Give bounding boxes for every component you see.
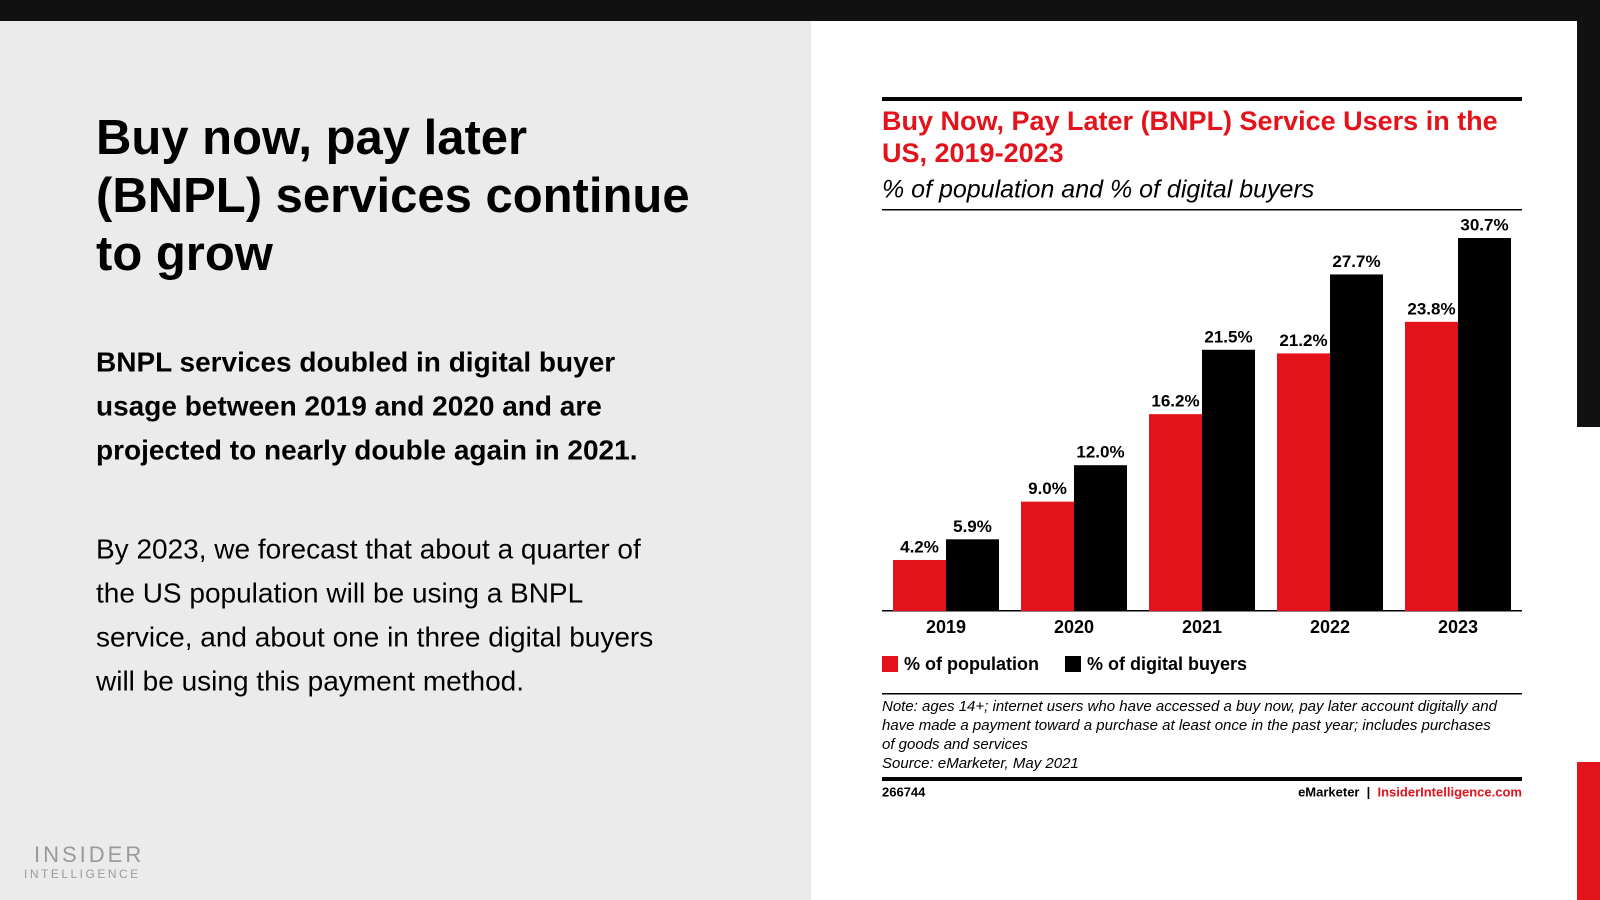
logo: INSIDER xyxy=(34,842,144,867)
right-strip xyxy=(1577,0,1600,427)
value-label: 23.8% xyxy=(1407,299,1455,318)
legend-swatch xyxy=(1064,656,1081,672)
body-text: service, and about one in three digital … xyxy=(96,621,653,652)
value-label: 30.7% xyxy=(1460,215,1508,234)
bar xyxy=(1458,238,1511,611)
value-label: 21.5% xyxy=(1204,327,1252,346)
value-label: 9.0% xyxy=(1028,479,1067,498)
chart-title: Buy Now, Pay Later (BNPL) Service Users … xyxy=(882,106,1498,136)
heading: (BNPL) services continue xyxy=(96,169,690,223)
value-label: 21.2% xyxy=(1279,331,1327,350)
heading: Buy now, pay later xyxy=(96,111,527,165)
x-tick-label: 2021 xyxy=(1182,617,1222,637)
value-label: 27.7% xyxy=(1332,252,1380,271)
separator: | xyxy=(1367,784,1371,799)
lead-text: usage between 2019 and 2020 and are xyxy=(96,390,602,421)
note-text: of goods and services xyxy=(882,736,1028,753)
chart-title: US, 2019-2023 xyxy=(882,138,1064,168)
bar xyxy=(946,539,999,611)
bar xyxy=(1277,353,1330,611)
value-label: 12.0% xyxy=(1076,443,1124,462)
x-tick-label: 2023 xyxy=(1438,617,1478,637)
bar xyxy=(1405,321,1458,611)
note-rule xyxy=(882,693,1522,695)
top-bar xyxy=(0,0,1600,21)
legend-label: % of population xyxy=(904,654,1039,674)
x-tick-label: 2019 xyxy=(926,617,966,637)
value-label: 4.2% xyxy=(900,537,939,556)
chart-id: 266744 xyxy=(882,784,926,799)
bar xyxy=(1149,414,1202,611)
note-text: have made a payment toward a purchase at… xyxy=(882,717,1491,734)
body-text: the US population will be using a BNPL xyxy=(96,577,583,608)
value-label: 5.9% xyxy=(953,517,992,536)
note-text: Source: eMarketer, May 2021 xyxy=(882,755,1079,772)
bar xyxy=(1202,349,1255,611)
chart-top-rule xyxy=(882,97,1522,101)
x-tick-label: 2020 xyxy=(1054,617,1094,637)
chart-subtitle: % of population and % of digital buyers xyxy=(882,176,1314,204)
heading: to grow xyxy=(96,227,274,281)
bar xyxy=(1330,274,1383,611)
x-tick-label: 2022 xyxy=(1310,617,1350,637)
website: InsiderIntelligence.com xyxy=(1378,784,1523,799)
note-text: Note: ages 14+; internet users who have … xyxy=(882,698,1498,715)
bar xyxy=(893,559,946,611)
body-text: will be using this payment method. xyxy=(95,665,524,696)
body-text: By 2023, we forecast that about a quarte… xyxy=(96,533,641,564)
value-label: 16.2% xyxy=(1151,392,1199,411)
footer-rule xyxy=(882,777,1522,781)
legend-label: % of digital buyers xyxy=(1087,654,1247,674)
legend-swatch xyxy=(882,656,898,672)
bar xyxy=(1074,465,1127,611)
bar xyxy=(1021,501,1074,611)
lead-text: BNPL services doubled in digital buyer xyxy=(96,346,615,377)
publisher: eMarketer xyxy=(1298,784,1359,799)
logo: INTELLIGENCE xyxy=(24,867,141,881)
lead-text: projected to nearly double again in 2021… xyxy=(96,434,637,465)
left-panel xyxy=(0,20,811,900)
subtitle-rule xyxy=(882,209,1522,211)
right-accent xyxy=(1577,762,1600,900)
